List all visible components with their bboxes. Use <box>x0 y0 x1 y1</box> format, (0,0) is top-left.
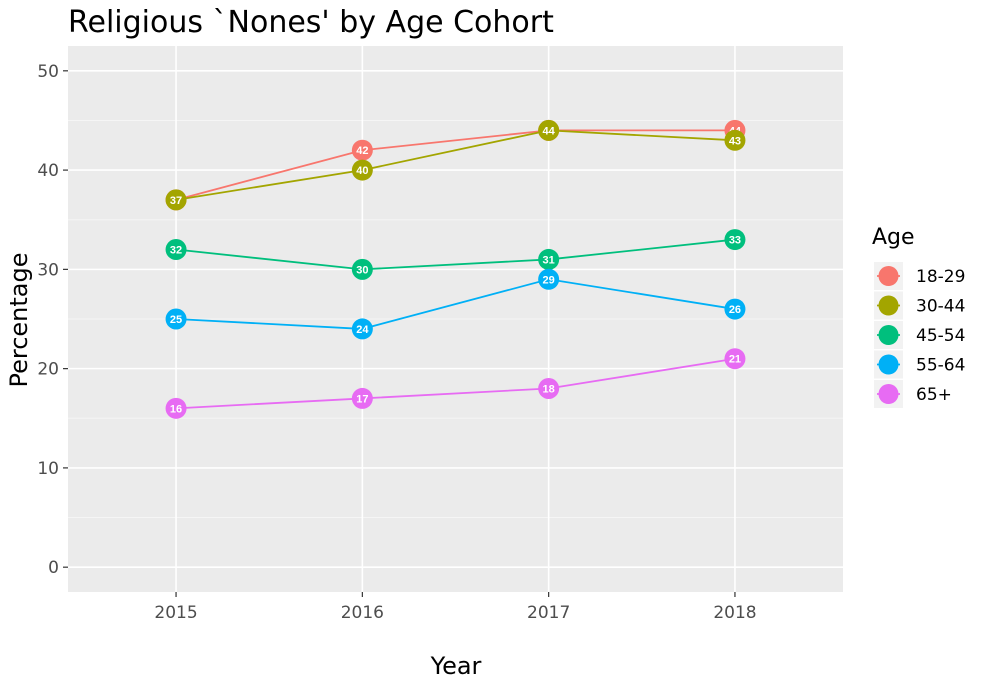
data-point <box>351 258 373 280</box>
series-30-44 <box>175 129 735 201</box>
data-point <box>724 348 746 370</box>
legend-label: 45-54 <box>916 326 965 346</box>
y-axis-title: Percentage <box>5 252 33 387</box>
legend-key-point <box>878 325 899 345</box>
data-label: 43 <box>729 135 741 147</box>
data-label: 25 <box>170 314 182 326</box>
series-18-29 <box>175 129 735 201</box>
series-line <box>176 278 736 330</box>
axes: 0 10 20 30 40 50 2015 2016 2017 2018 <box>37 62 756 623</box>
series-65+ <box>176 357 736 410</box>
data-label: 30 <box>356 264 368 276</box>
data-label: 26 <box>729 304 741 316</box>
data-point <box>724 229 746 251</box>
data-label: 29 <box>543 274 555 286</box>
legend-item-55-64: 55-64 <box>874 350 965 379</box>
x-tick-label: 2015 <box>154 603 197 623</box>
legend-item-18-29: 18-29 <box>874 262 965 290</box>
data-point <box>351 387 373 409</box>
legend-item-45-54: 45-54 <box>874 321 965 349</box>
data-point <box>165 239 187 261</box>
series-55-64 <box>176 278 736 330</box>
data-point <box>165 189 187 211</box>
data-point <box>165 397 187 419</box>
data-label: 44 <box>543 125 556 137</box>
data-point <box>538 248 560 270</box>
series-line <box>175 129 735 201</box>
data-label: 32 <box>170 245 182 257</box>
data-label: 16 <box>170 403 182 415</box>
series-points-45-54: 32 30 31 33 <box>165 229 746 280</box>
data-point <box>538 377 560 399</box>
data-label: 21 <box>729 354 741 366</box>
series-line <box>176 357 736 410</box>
series-45-54 <box>175 238 736 271</box>
legend-item-65+: 65+ <box>874 380 952 408</box>
data-label: 17 <box>356 393 368 405</box>
legend-key-point <box>878 384 899 404</box>
legend-item-30-44: 30-44 <box>874 291 965 320</box>
y-tick-label: 20 <box>37 360 59 380</box>
data-label: 24 <box>356 324 369 336</box>
y-tick-label: 30 <box>37 260 59 280</box>
data-label: 33 <box>729 235 741 247</box>
data-label: 37 <box>170 195 182 207</box>
chart-title: Religious `Nones' by Age Cohort <box>68 5 554 40</box>
legend-key-point <box>878 266 899 286</box>
series-points-55-64: 25 24 29 26 <box>165 268 746 340</box>
data-point <box>351 159 373 181</box>
legend-key-point <box>878 354 899 375</box>
legend-title: Age <box>872 225 915 250</box>
y-tick-label: 40 <box>37 161 59 181</box>
series-line <box>175 238 736 271</box>
data-point <box>538 119 560 141</box>
series-points-30-44: 37 40 44 43 <box>165 119 746 211</box>
data-label: 42 <box>356 145 368 157</box>
y-tick-label: 50 <box>37 62 59 82</box>
y-tick-label: 0 <box>48 558 59 578</box>
y-tick-label: 10 <box>37 459 59 479</box>
data-point <box>538 268 560 290</box>
x-tick-label: 2016 <box>341 603 384 623</box>
data-point <box>351 318 373 340</box>
series-layer: 3742444437404443323031332524292616171821 <box>165 119 746 419</box>
data-point <box>351 139 373 161</box>
x-tick-label: 2018 <box>713 603 756 623</box>
series-line <box>175 129 735 201</box>
x-axis-title: Year <box>430 652 482 680</box>
legend: Age 18-29 30-44 45-54 55-64 65+ <box>872 225 965 408</box>
x-tick-label: 2017 <box>527 603 570 623</box>
data-label: 31 <box>543 254 555 266</box>
data-label: 40 <box>356 165 368 177</box>
legend-label: 30-44 <box>916 297 965 317</box>
legend-label: 18-29 <box>916 267 965 287</box>
data-point <box>165 308 187 330</box>
data-point <box>724 298 746 320</box>
legend-label: 65+ <box>916 385 952 405</box>
series-points-65+: 16 17 18 21 <box>165 348 746 419</box>
legend-label: 55-64 <box>916 356 965 376</box>
data-label: 18 <box>543 383 555 395</box>
legend-key-point <box>878 295 899 316</box>
data-point <box>724 129 746 151</box>
